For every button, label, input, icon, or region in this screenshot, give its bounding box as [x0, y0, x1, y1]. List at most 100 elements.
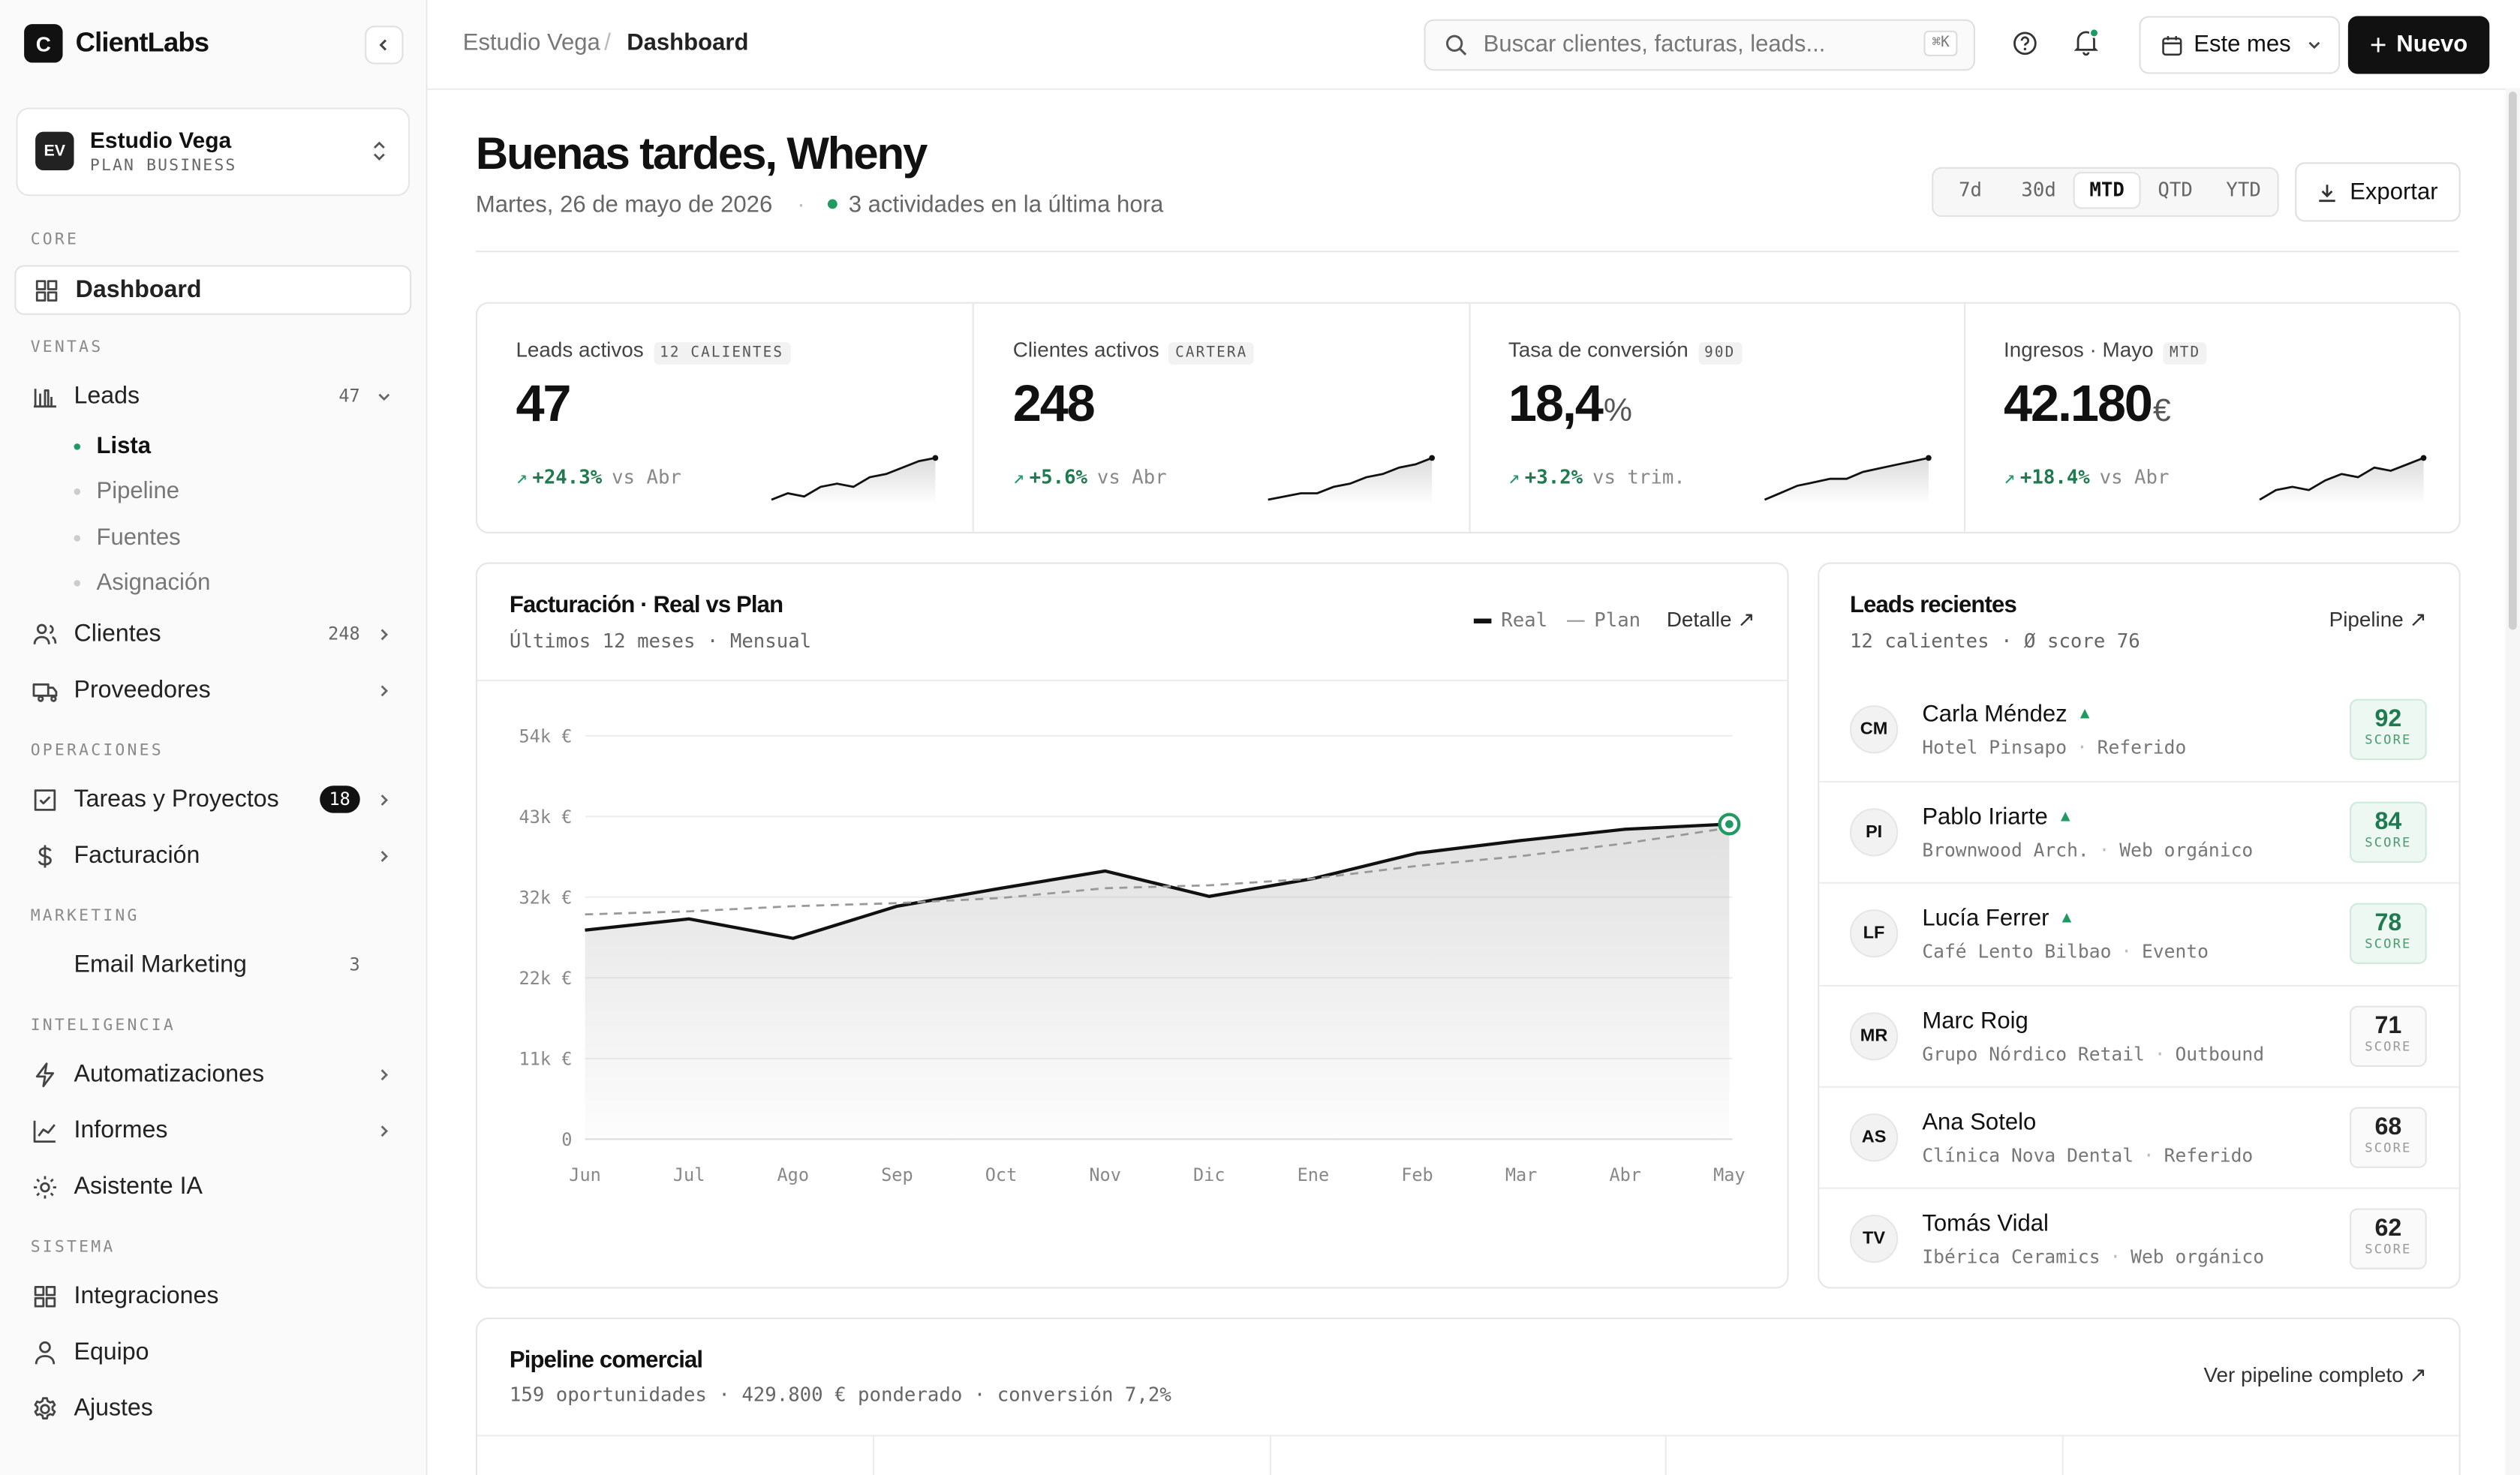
kpi-delta: +5.6% — [1029, 466, 1088, 489]
y-tick-label: 32k € — [519, 887, 573, 908]
breadcrumb-current: Dashboard — [627, 30, 749, 56]
breadcrumb-parent[interactable]: Estudio Vega — [462, 30, 600, 56]
notifications-icon[interactable] — [2071, 27, 2101, 56]
x-tick-label: Jun — [569, 1164, 601, 1185]
lead-row[interactable]: MR Marc Roig Grupo Nórdico Retail · Outbound… — [1819, 984, 2459, 1087]
lead-avatar: AS — [1849, 1113, 1899, 1161]
nav-item[interactable]: Equipo — [14, 1324, 411, 1380]
nav-item[interactable]: Dashboard — [14, 265, 412, 315]
lead-source: Referido — [2164, 1143, 2254, 1167]
score-box: 84 SCORE — [2349, 802, 2427, 864]
kpi-label: Clientes activos — [1012, 337, 1159, 362]
lead-row[interactable]: PI Pablo Iriarte ▲ Brownwood Arch. · Web orgá… — [1819, 781, 2459, 884]
x-tick-label: Nov — [1089, 1164, 1121, 1185]
workspace-switcher[interactable]: EV Estudio Vega PLAN BUSINESS — [16, 107, 410, 197]
chevron-shape — [380, 628, 389, 640]
nav-item[interactable]: Proveedores — [14, 662, 411, 719]
sparkline — [771, 455, 939, 505]
chevron-icon — [378, 392, 390, 401]
y-tick-label: 54k € — [519, 725, 573, 747]
nav-item[interactable]: Asistente IA — [14, 1158, 411, 1215]
pipeline-full-link[interactable]: Ver pipeline completo ↗ — [2203, 1362, 2427, 1387]
nav-subitem[interactable]: Pipeline — [74, 470, 426, 515]
y-tick-label: 11k € — [519, 1048, 573, 1069]
chevron-icon — [380, 684, 389, 696]
nav-item[interactable]: Facturación — [14, 828, 411, 884]
lead-avatar: TV — [1849, 1215, 1899, 1263]
nav-item[interactable]: Leads 47 — [14, 368, 411, 424]
section-title: INTELIGENCIA — [30, 1017, 176, 1035]
nav-item[interactable]: Integraciones — [14, 1268, 411, 1324]
series-line — [585, 822, 1730, 940]
score-label: SCORE — [2365, 1038, 2412, 1054]
logo: C — [24, 24, 63, 63]
scrollbar-thumb[interactable] — [2509, 92, 2517, 630]
lead-row[interactable]: AS Ana Sotelo Clínica Nova Dental · Referido… — [1819, 1086, 2459, 1188]
help-icon[interactable] — [2012, 31, 2037, 56]
range-option[interactable]: 30d — [2021, 178, 2056, 201]
chart-subtitle: Últimos 12 meses · Mensual — [509, 629, 812, 653]
separator: · — [2098, 839, 2110, 862]
period-selector[interactable]: Este mes — [2139, 16, 2341, 74]
date: Martes, 26 de mayo de 2026 — [475, 192, 773, 219]
sparkline-line — [1763, 456, 1929, 501]
nav-sublabel: Pipeline — [96, 479, 179, 506]
score-label: SCORE — [2365, 1140, 2412, 1155]
nav-label: Tareas y Proyectos — [74, 786, 279, 814]
range-option[interactable]: 7d — [1959, 178, 1983, 201]
nav-dot — [74, 534, 81, 542]
pipeline-link[interactable]: Pipeline ↗ — [2329, 607, 2427, 632]
nav-item[interactable]: Clientes 248 — [14, 606, 411, 662]
nav-icon — [32, 683, 58, 701]
nav-subitem[interactable]: Asignación — [74, 560, 426, 606]
range-option[interactable]: MTD — [2074, 173, 2140, 208]
detail-link[interactable]: Detalle ↗ — [1666, 607, 1755, 632]
icon-shape — [33, 388, 56, 407]
lead-row[interactable]: TV Tomás Vidal Ibérica Ceramics · Web orgáni… — [1819, 1187, 2459, 1287]
export-button[interactable]: Exportar — [2295, 162, 2461, 222]
lead-avatar: LF — [1849, 909, 1899, 959]
nav-item[interactable]: Tareas y Proyectos 18 — [14, 771, 411, 828]
nav-subitem[interactable]: Fuentes — [74, 515, 426, 561]
live-dot — [827, 199, 837, 209]
range-selector: 7d 30d MTD QTD YTD — [1932, 167, 2279, 218]
range-option[interactable]: QTD — [2158, 178, 2193, 201]
nav-sublabel: Fuentes — [96, 524, 181, 551]
search-box[interactable]: Buscar clientes, facturas, leads... ⌘K — [1424, 19, 1976, 71]
nav-label: Dashboard — [75, 276, 202, 304]
nav-icon — [35, 1341, 56, 1364]
column-divider — [2061, 1436, 2064, 1475]
kpi-label-row: Ingresos · Mayo MTD — [2004, 338, 2207, 365]
chart-title: Facturación · Real vs Plan — [509, 593, 783, 619]
kpi-value-row: 18,4% — [1508, 374, 1632, 434]
leads-title: Leads recientes — [1849, 593, 2017, 619]
sparkline — [1268, 455, 1436, 505]
nav-item[interactable]: Informes — [14, 1103, 411, 1159]
sidebar: C ClientLabs EV Estudio Vega PLAN BUSINE… — [0, 0, 428, 1475]
nav-item[interactable]: Automatizaciones — [14, 1047, 411, 1103]
separator: · — [2121, 940, 2133, 963]
collapse-button[interactable] — [365, 26, 404, 65]
x-tick-label: Mar — [1505, 1164, 1538, 1185]
lead-company: Hotel Pinsapo — [1922, 735, 2067, 759]
plus-icon: + — [2369, 28, 2387, 61]
sparkline-line — [2258, 457, 2424, 501]
score-label: SCORE — [2365, 732, 2412, 747]
nav-item[interactable]: Email Marketing 3 — [14, 937, 411, 993]
nav-item[interactable]: Ajustes — [14, 1380, 411, 1437]
icon-shape — [38, 844, 52, 867]
range-option[interactable]: YTD — [2226, 178, 2261, 201]
lead-meta: Ibérica Ceramics · Web orgánico — [1922, 1245, 2264, 1268]
kpi-delta-row: ↗ +5.6% vs Abr — [1013, 466, 1167, 488]
lead-row[interactable]: CM Carla Méndez ▲ Hotel Pinsapo · Referido 92 S… — [1819, 680, 2458, 781]
scrollbar — [2505, 88, 2520, 1475]
lead-row[interactable]: LF Lucía Ferrer ▲ Café Lento Bilbao · Evento 7… — [1819, 882, 2459, 986]
icon-shape — [34, 1396, 56, 1419]
new-button[interactable]: + Nuevo — [2347, 16, 2490, 74]
nav-subitem[interactable]: Lista — [74, 424, 426, 470]
lead-company: Brownwood Arch. — [1922, 839, 2089, 862]
icon-shape — [34, 1285, 56, 1307]
kpi-label-row: Leads activos 12 CALIENTES — [516, 338, 790, 365]
score-box: 62 SCORE — [2349, 1208, 2427, 1269]
